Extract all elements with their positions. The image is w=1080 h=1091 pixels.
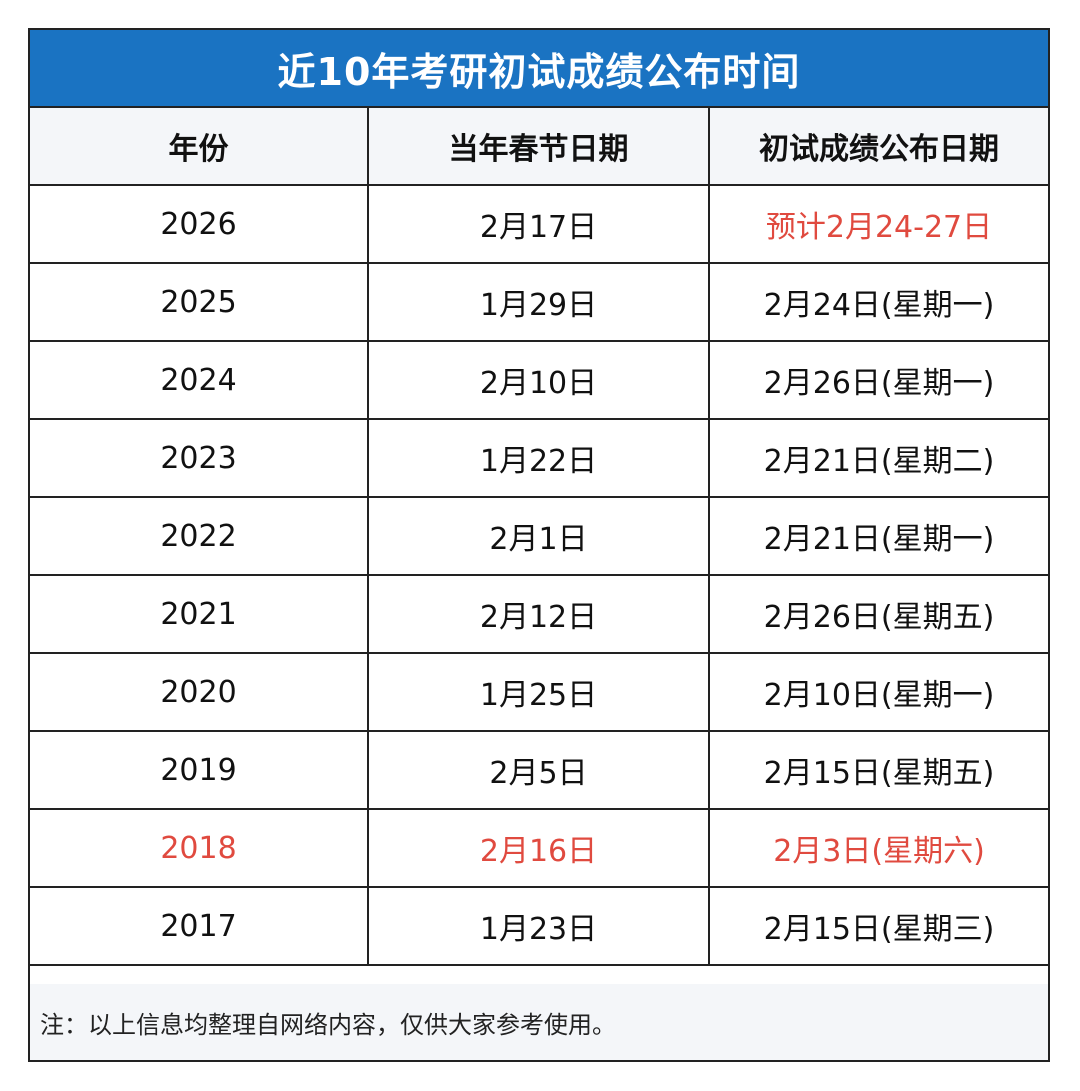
spring-festival-cell: 2月1日 (367, 496, 710, 576)
year-cell: 2021 (30, 574, 369, 654)
spring-festival-cell: 1月22日 (367, 418, 710, 498)
year-cell: 2025 (30, 262, 369, 342)
spring-festival-cell: 1月25日 (367, 652, 710, 732)
table-row: 2021 2月12日 2月26日(星期五) (30, 574, 1048, 654)
header-spring-festival-date: 当年春节日期 (367, 108, 710, 186)
release-date-cell: 2月3日(星期六) (708, 808, 1048, 888)
year-cell: 2022 (30, 496, 369, 576)
table-row: 2025 1月29日 2月24日(星期一) (30, 262, 1048, 342)
year-cell: 2024 (30, 340, 369, 420)
table-row: 2019 2月5日 2月15日(星期五) (30, 730, 1048, 810)
table-title: 近10年考研初试成绩公布时间 (30, 30, 1048, 108)
table-row: 2024 2月10日 2月26日(星期一) (30, 340, 1048, 420)
spring-festival-cell: 1月23日 (367, 886, 710, 966)
spring-festival-cell: 2月10日 (367, 340, 710, 420)
year-cell: 2017 (30, 886, 369, 966)
table-row: 2026 2月17日 预计2月24-27日 (30, 184, 1048, 264)
header-year: 年份 (30, 108, 369, 186)
header-row: 年份 当年春节日期 初试成绩公布日期 (30, 108, 1048, 186)
release-date-cell: 2月26日(星期一) (708, 340, 1048, 420)
release-date-cell: 2月26日(星期五) (708, 574, 1048, 654)
release-date-cell: 2月10日(星期一) (708, 652, 1048, 732)
year-cell: 2020 (30, 652, 369, 732)
schedule-table-frame: 近10年考研初试成绩公布时间 年份 当年春节日期 初试成绩公布日期 2026 2… (28, 28, 1050, 1062)
table-row: 2018 2月16日 2月3日(星期六) (30, 808, 1048, 888)
spring-festival-cell: 2月5日 (367, 730, 710, 810)
spring-festival-cell: 2月16日 (367, 808, 710, 888)
release-date-cell: 2月15日(星期三) (708, 886, 1048, 966)
release-date-cell: 预计2月24-27日 (708, 184, 1048, 264)
year-cell: 2019 (30, 730, 369, 810)
year-cell: 2026 (30, 184, 369, 264)
footnote: 注：以上信息均整理自网络内容，仅供大家参考使用。 (30, 984, 1048, 1060)
table-row: 2023 1月22日 2月21日(星期二) (30, 418, 1048, 498)
spring-festival-cell: 2月17日 (367, 184, 710, 264)
release-date-cell: 2月21日(星期二) (708, 418, 1048, 498)
header-release-date: 初试成绩公布日期 (708, 108, 1048, 186)
year-cell: 2023 (30, 418, 369, 498)
spring-festival-cell: 1月29日 (367, 262, 710, 342)
table-row: 2022 2月1日 2月21日(星期一) (30, 496, 1048, 576)
table-row: 2017 1月23日 2月15日(星期三) (30, 886, 1048, 966)
release-date-cell: 2月21日(星期一) (708, 496, 1048, 576)
year-cell: 2018 (30, 808, 369, 888)
schedule-table: 年份 当年春节日期 初试成绩公布日期 2026 2月17日 预计2月24-27日… (30, 108, 1048, 966)
release-date-cell: 2月24日(星期一) (708, 262, 1048, 342)
release-date-cell: 2月15日(星期五) (708, 730, 1048, 810)
spring-festival-cell: 2月12日 (367, 574, 710, 654)
table-row: 2020 1月25日 2月10日(星期一) (30, 652, 1048, 732)
